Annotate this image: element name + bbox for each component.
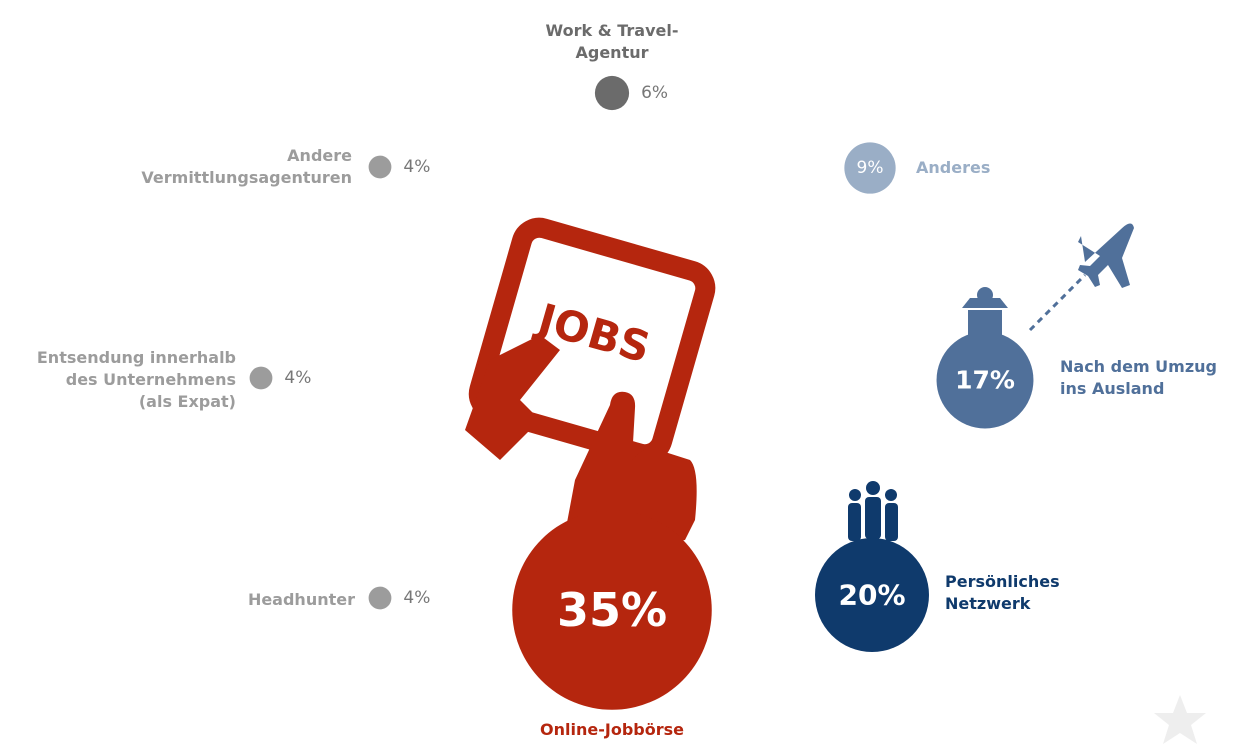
bubble — [936, 331, 1034, 429]
hand-left — [465, 335, 560, 460]
category-label: Nach dem Umzug ins Ausland — [1060, 357, 1217, 398]
bubble — [368, 155, 392, 179]
bubble — [844, 142, 896, 194]
value-label: 20% — [838, 578, 906, 612]
flight-path — [1028, 273, 1087, 332]
category-label: Entsendung innerhalb des Unternehmens (a… — [36, 348, 236, 411]
value-label: 9% — [856, 158, 884, 178]
value-label: 4% — [403, 588, 431, 608]
value-label: 35% — [556, 583, 668, 637]
value-label: 17% — [955, 365, 1015, 395]
category-label: Persönliches Netzwerk — [945, 572, 1060, 613]
value-label: 4% — [284, 368, 312, 388]
value-label: 4% — [403, 157, 431, 177]
plane-icon — [1078, 223, 1134, 288]
category-label: Headhunter — [247, 590, 355, 609]
category-label: Online-Jobbörse — [540, 720, 684, 739]
bubble — [249, 366, 273, 390]
bubble — [512, 510, 712, 710]
category-label: Work & Travel- Agentur — [545, 21, 679, 62]
bubble — [815, 538, 929, 652]
bubble — [594, 75, 630, 111]
people-icon — [848, 481, 898, 541]
category-label: Anderes — [916, 158, 991, 177]
bubble — [368, 586, 392, 610]
star — [1154, 695, 1206, 744]
value-label: 6% — [641, 83, 669, 103]
category-label: Andere Vermittlungsagenturen — [141, 146, 352, 187]
